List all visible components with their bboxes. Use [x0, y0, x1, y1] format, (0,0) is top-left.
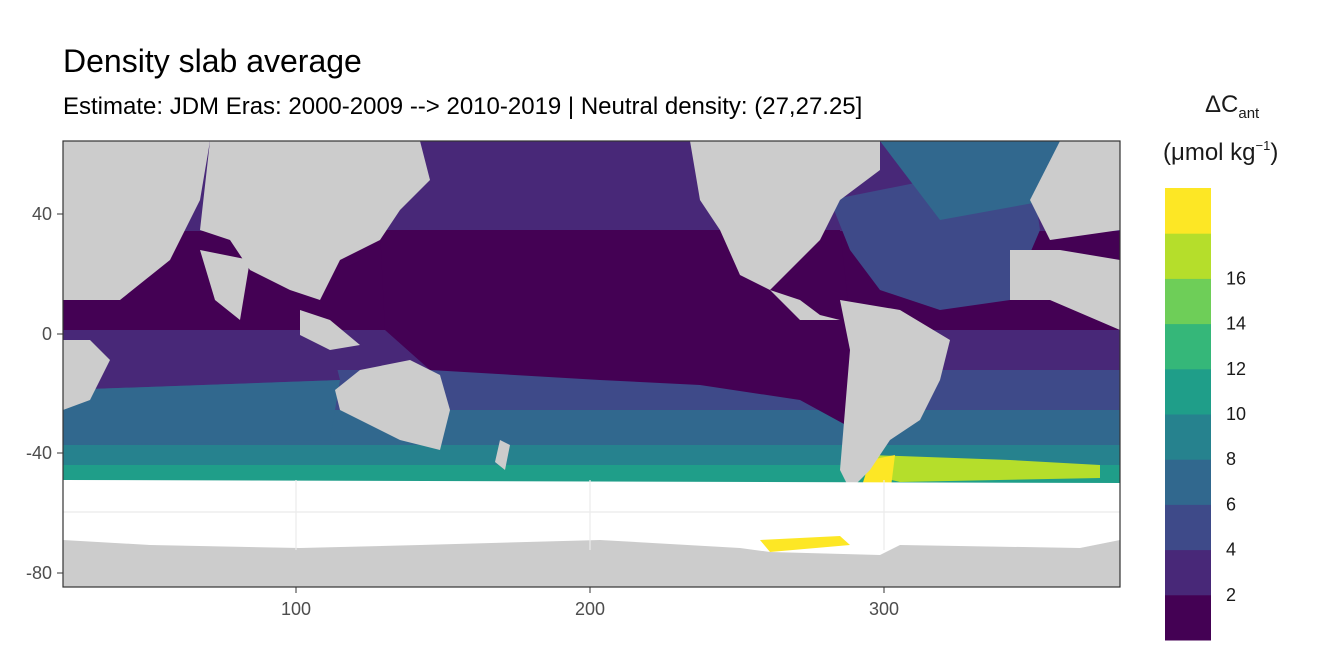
no-data-southern-ocean: [63, 480, 1120, 555]
legend-color-step: [1165, 278, 1211, 325]
plot-subtitle: Estimate: JDM Eras: 2000-2009 --> 2010-2…: [63, 93, 863, 120]
y-tick-label: 0: [42, 324, 52, 344]
legend-color-step: [1165, 414, 1211, 460]
nordic-seas: [880, 141, 1060, 220]
legend-color-step: [1165, 594, 1211, 641]
legend-break-label: 16: [1226, 268, 1246, 288]
y-tick-label: -80: [26, 563, 52, 583]
legend: ΔCant (μmol kg−1) 2 4 6 8 10 12 14 16: [1163, 91, 1278, 641]
legend-color-step: [1165, 368, 1211, 415]
legend-title: ΔCant: [1205, 91, 1260, 122]
legend-break-label: 14: [1226, 314, 1246, 334]
x-tick-label: 100: [281, 599, 311, 619]
legend-color-step: [1165, 188, 1211, 234]
legend-color-step: [1165, 233, 1211, 279]
map-panel: [63, 141, 1120, 587]
x-tick-label: 300: [869, 599, 899, 619]
legend-break-label: 10: [1226, 404, 1246, 424]
graticule: [63, 480, 1120, 550]
legend-color-step: [1165, 323, 1211, 370]
indian-ocean-south: [63, 380, 340, 445]
legend-break-label: 4: [1226, 540, 1236, 560]
pacific-dark-region: [380, 230, 855, 430]
legend-break-label: 2: [1226, 585, 1236, 605]
legend-colorbar: [1165, 188, 1211, 641]
argentine-basin-high: [870, 455, 1100, 482]
panel-border: [62, 140, 1121, 588]
legend-break-label: 6: [1226, 494, 1236, 514]
y-axis: 40 0 -40 -80: [26, 204, 63, 583]
x-axis: 100 200 300: [281, 587, 899, 619]
indian-ocean-north: [63, 340, 340, 390]
legend-labels: 2 4 6 8 10 12 14 16: [1226, 268, 1246, 604]
legend-break-label: 8: [1226, 449, 1236, 469]
north-pacific-band: [430, 160, 700, 230]
plot-title: Density slab average: [63, 43, 362, 79]
x-tick-label: 200: [575, 599, 605, 619]
legend-break-label: 12: [1226, 359, 1246, 379]
y-tick-label: -40: [26, 443, 52, 463]
legend-color-step: [1165, 459, 1211, 505]
legend-unit: (μmol kg−1): [1163, 138, 1278, 166]
y-tick-label: 40: [32, 204, 52, 224]
legend-color-step: [1165, 504, 1211, 551]
antarctic-shelf-high: [760, 536, 850, 552]
legend-color-step: [1165, 549, 1211, 596]
